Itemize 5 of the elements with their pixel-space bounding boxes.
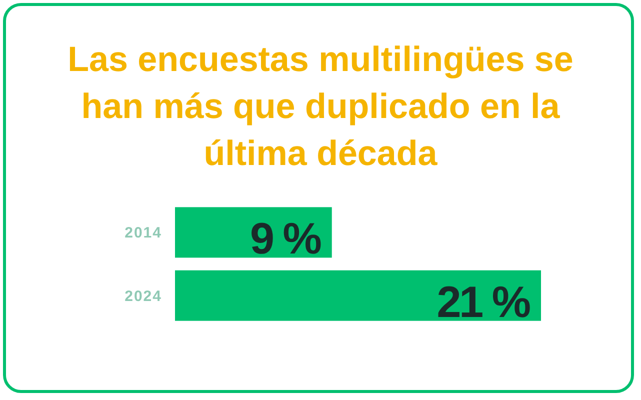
chart-title: Las encuestas multilingües se han más que duplicado en la última década	[66, 39, 574, 175]
data-label: 21 %	[436, 278, 530, 327]
data-label: 9 %	[250, 214, 321, 264]
y-tick-label: 2024	[124, 288, 162, 305]
y-tick-label: 2014	[124, 224, 162, 242]
